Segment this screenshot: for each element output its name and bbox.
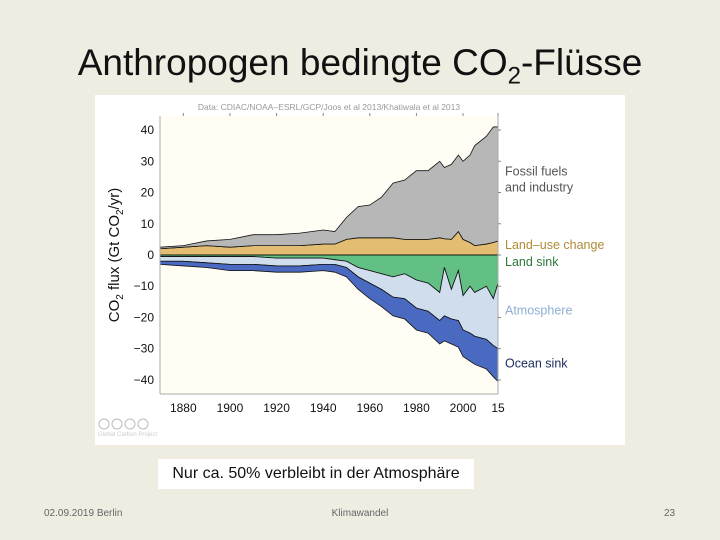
series-label: Fossil fuels and industry (505, 164, 574, 194)
y-tick-label: 40 (141, 123, 155, 137)
y-tick-label: 0 (147, 248, 154, 262)
series-label: Atmosphere (505, 303, 572, 317)
stacked-area-chart: 40 30 20 10 0 −10 −20 −30 −40 1880 1900 1920 1940 196… (106, 102, 604, 415)
y-tick-label: −20 (134, 310, 155, 324)
slide-number: 23 (664, 508, 676, 519)
series-label: Ocean sink (505, 356, 568, 370)
credit-text: Global Carbon Project (98, 432, 158, 438)
by-icon (111, 418, 123, 430)
y-tick-label: 30 (141, 154, 155, 168)
x-tick-label: 1980 (403, 401, 430, 415)
cc-license-icons (98, 418, 149, 430)
y-tick-label: −40 (134, 373, 155, 387)
slide-title: Anthropogen bedingte CO2-Flüsse (0, 42, 720, 90)
title-subscript: 2 (507, 62, 521, 90)
x-tick-label: 1940 (310, 401, 337, 415)
x-tick-label: 2000 (450, 401, 477, 415)
footer-date: 02.09.2019 Berlin (44, 508, 123, 519)
y-tick-label: −30 (134, 342, 155, 356)
x-tick-label: 1900 (217, 401, 244, 415)
y-tick-label: 10 (141, 217, 155, 231)
chart-figure: 40 30 20 10 0 −10 −20 −30 −40 1880 1900 1920 1940 196… (95, 95, 625, 445)
cc-icon (98, 418, 110, 430)
series-label: Land–use change (505, 238, 604, 252)
sa-icon (137, 418, 149, 430)
x-tick-label: 15 (491, 401, 505, 415)
x-tick-label: 1920 (263, 401, 290, 415)
y-tick-label: −10 (134, 279, 155, 293)
title-text-end: -Flüsse (520, 42, 643, 83)
y-tick-label: 20 (141, 186, 155, 200)
footer-topic: Klimawandel (331, 508, 389, 519)
nc-icon (124, 418, 136, 430)
caption-box: Nur ca. 50% verbleibt in der Atmosphäre (158, 459, 474, 489)
series-label: Land sink (505, 255, 559, 269)
x-tick-label: 1880 (170, 401, 197, 415)
title-text: Anthropogen bedingte CO (77, 42, 508, 83)
source-note: Data: CDIAC/NOAA–ESRL/GCP/Joos et al 201… (198, 102, 460, 112)
x-tick-label: 1960 (356, 401, 383, 415)
y-axis-label: CO2 flux (Gt CO2/yr) (106, 188, 126, 322)
